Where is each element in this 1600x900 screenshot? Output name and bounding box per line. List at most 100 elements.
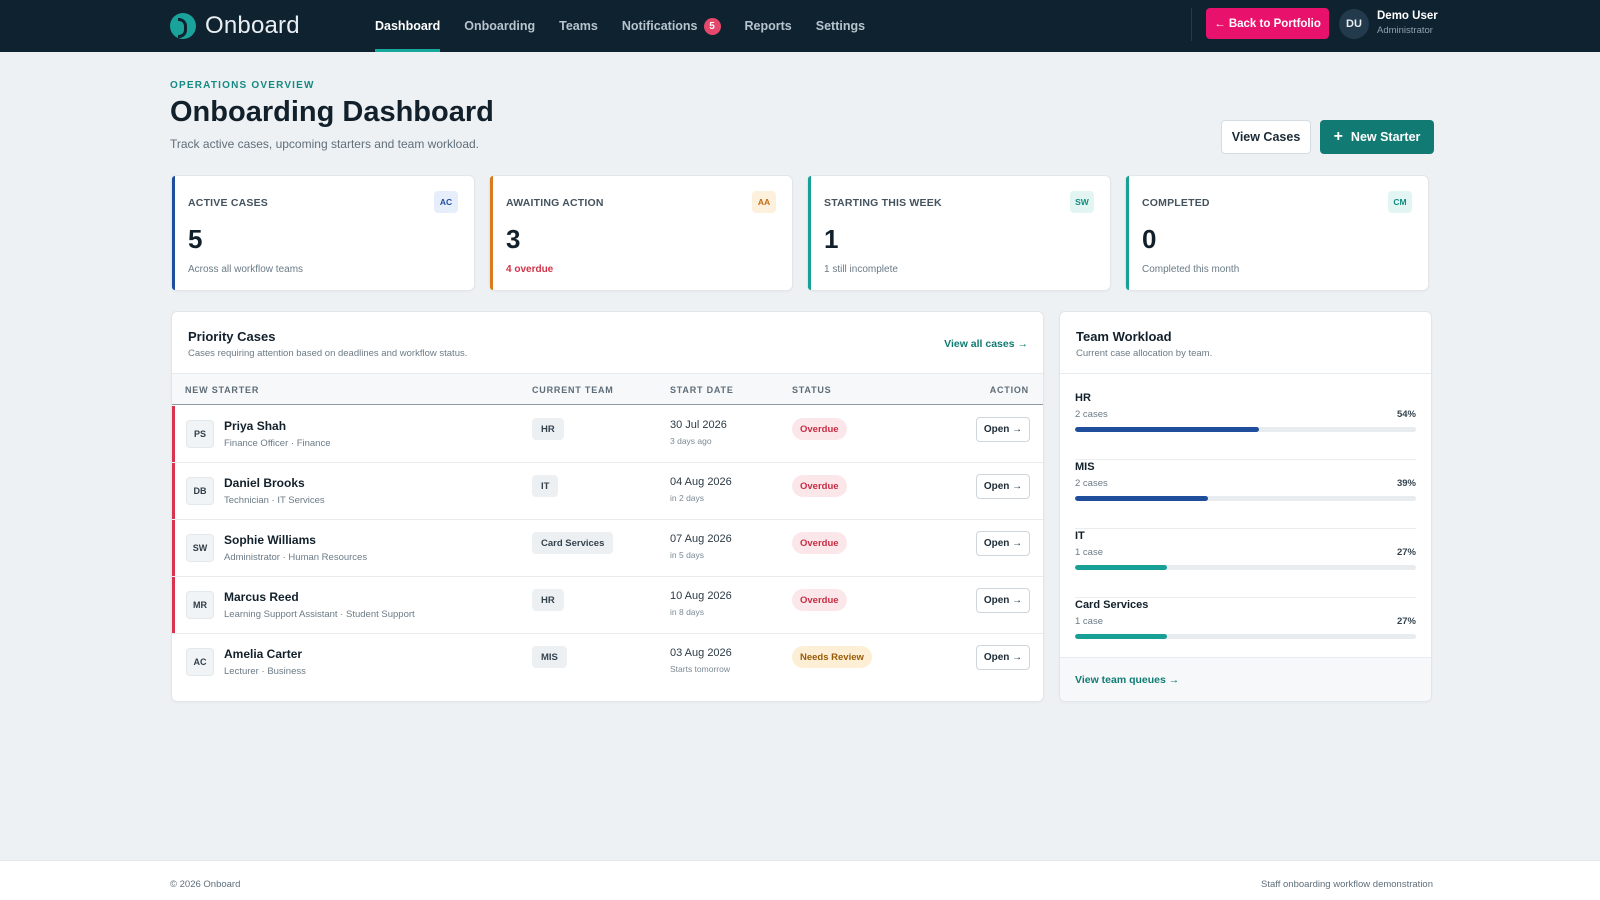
starter-initials-avatar: DB [186, 477, 214, 505]
open-case-button[interactable]: Open → [976, 588, 1030, 613]
role-title: Learning Support Assistant [224, 609, 338, 620]
nav-label: Onboarding [464, 19, 536, 33]
workload-progress-track [1075, 496, 1416, 501]
view-team-queues-link[interactable]: View team queues → [1075, 674, 1180, 686]
team-case-count: 2 cases [1075, 409, 1108, 420]
completed-icon: CM [1388, 191, 1412, 213]
start-date-relative: in 8 days [670, 607, 705, 617]
team-name: Card Services [1075, 599, 1149, 611]
column-header-new-starter: NEW STARTER [185, 385, 260, 395]
stat-accent-bar [490, 176, 493, 290]
team-percentage: 54% [1396, 409, 1416, 420]
back-to-portfolio-button[interactable]: ← Back to Portfolio [1206, 8, 1329, 39]
app-logo[interactable]: Onboard [170, 8, 300, 44]
view-all-cases-link[interactable]: View all cases → [944, 338, 1028, 350]
panel-title: Team Workload [1076, 329, 1172, 344]
user-avatar[interactable]: DU [1339, 9, 1369, 39]
workload-progress-fill [1075, 565, 1168, 570]
open-case-button[interactable]: Open → [976, 531, 1030, 556]
nav-label: Teams [559, 19, 598, 33]
start-date-relative: 3 days ago [670, 436, 712, 446]
user-name: Demo User [1377, 10, 1438, 22]
table-row: PS Priya Shah Finance Officer · Finance … [172, 406, 1043, 463]
start-date-relative: in 5 days [670, 550, 705, 560]
stat-accent-bar [1126, 176, 1129, 290]
status-badge: Needs Review [792, 646, 872, 668]
overdue-flag [172, 463, 175, 519]
stat-card-starting-this-week: STARTING THIS WEEK SW 1 1 still incomple… [807, 175, 1111, 291]
open-case-button[interactable]: Open → [976, 417, 1030, 442]
nav-item-settings[interactable]: Settings [816, 0, 865, 52]
start-date: 07 Aug 2026 [670, 533, 732, 545]
workload-progress-track [1075, 634, 1416, 639]
stat-note: 1 still incomplete [824, 264, 898, 275]
open-case-button[interactable]: Open → [976, 474, 1030, 499]
awaiting-action-icon: AA [752, 191, 776, 213]
page-title: Onboarding Dashboard [170, 96, 494, 128]
stat-label: AWAITING ACTION [506, 197, 604, 209]
new-starter-button[interactable]: + New Starter [1320, 120, 1434, 154]
nav-label: Notifications [621, 19, 698, 33]
stat-label: COMPLETED [1142, 197, 1210, 209]
starter-name: Priya Shah [224, 419, 287, 433]
table-row: AC Amelia Carter Lecturer · Business MIS… [172, 634, 1043, 691]
starter-role: Technician · IT Services [224, 495, 325, 506]
stat-value: 1 [824, 224, 839, 254]
stat-value: 5 [188, 224, 203, 254]
user-role: Administrator [1377, 25, 1433, 36]
starter-role: Administrator · Human Resources [224, 552, 368, 563]
nav-item-dashboard[interactable]: Dashboard [375, 0, 441, 52]
view-cases-button[interactable]: View Cases [1221, 120, 1311, 154]
overdue-flag [172, 577, 175, 633]
nav-label: Settings [815, 19, 866, 33]
status-badge: Overdue [792, 532, 847, 554]
starter-initials-avatar: PS [186, 420, 214, 448]
copyright-text: © 2026 Onboard [170, 879, 241, 890]
notification-count-badge: 5 [703, 17, 721, 35]
team-pill: Card Services [532, 532, 614, 554]
starter-role: Learning Support Assistant · Student Sup… [224, 609, 415, 620]
nav-label: Reports [744, 19, 792, 33]
start-date: 30 Jul 2026 [670, 419, 727, 431]
overdue-flag [172, 520, 175, 576]
role-title: Finance Officer [224, 438, 289, 449]
team-name: HR [1075, 392, 1091, 404]
team-percentage: 27% [1396, 547, 1416, 558]
stat-card-completed: COMPLETED CM 0 Completed this month [1125, 175, 1429, 291]
nav-item-reports[interactable]: Reports [745, 0, 792, 52]
starter-initials-avatar: AC [186, 648, 214, 676]
team-pill: IT [532, 475, 559, 497]
panel-title: Priority Cases [188, 329, 276, 344]
starter-initials-avatar: SW [186, 534, 214, 562]
workload-progress-fill [1075, 634, 1168, 639]
stat-value: 3 [506, 224, 521, 254]
column-header-current-team: CURRENT TEAM [532, 385, 614, 395]
nav-item-notifications[interactable]: Notifications 5 [622, 0, 721, 52]
table-header: NEW STARTER CURRENT TEAM START DATE STAT… [172, 373, 1043, 405]
starter-role: Finance Officer · Finance [224, 438, 331, 449]
nav-item-onboarding[interactable]: Onboarding [464, 0, 535, 52]
nav-label: Dashboard [375, 19, 441, 33]
role-department: Human Resources [288, 552, 368, 563]
starter-role: Lecturer · Business [224, 666, 306, 677]
workload-item-hr: HR 2 cases 54% [1075, 392, 1416, 460]
open-case-button[interactable]: Open → [976, 645, 1030, 670]
starter-name: Daniel Brooks [224, 476, 305, 490]
team-pill: HR [532, 589, 564, 611]
overdue-flag [172, 406, 175, 462]
nav-divider [1191, 8, 1192, 41]
page-eyebrow: OPERATIONS OVERVIEW [170, 80, 315, 91]
panel-subtitle: Cases requiring attention based on deadl… [188, 348, 468, 359]
onboard-logo-icon [170, 13, 196, 39]
starter-name: Marcus Reed [224, 590, 299, 604]
workload-progress-track [1075, 565, 1416, 570]
start-date: 10 Aug 2026 [670, 590, 732, 602]
top-navigation-bar: Onboard Dashboard Onboarding Teams Notif… [0, 0, 1600, 52]
panel-subtitle: Current case allocation by team. [1076, 348, 1213, 359]
role-department: IT Services [277, 495, 325, 506]
nav-item-teams[interactable]: Teams [559, 0, 598, 52]
app-name: Onboard [205, 12, 300, 39]
team-name: MIS [1075, 461, 1095, 473]
role-department: Student Support [346, 609, 415, 620]
stat-card-active-cases: ACTIVE CASES AC 5 Across all workflow te… [171, 175, 475, 291]
